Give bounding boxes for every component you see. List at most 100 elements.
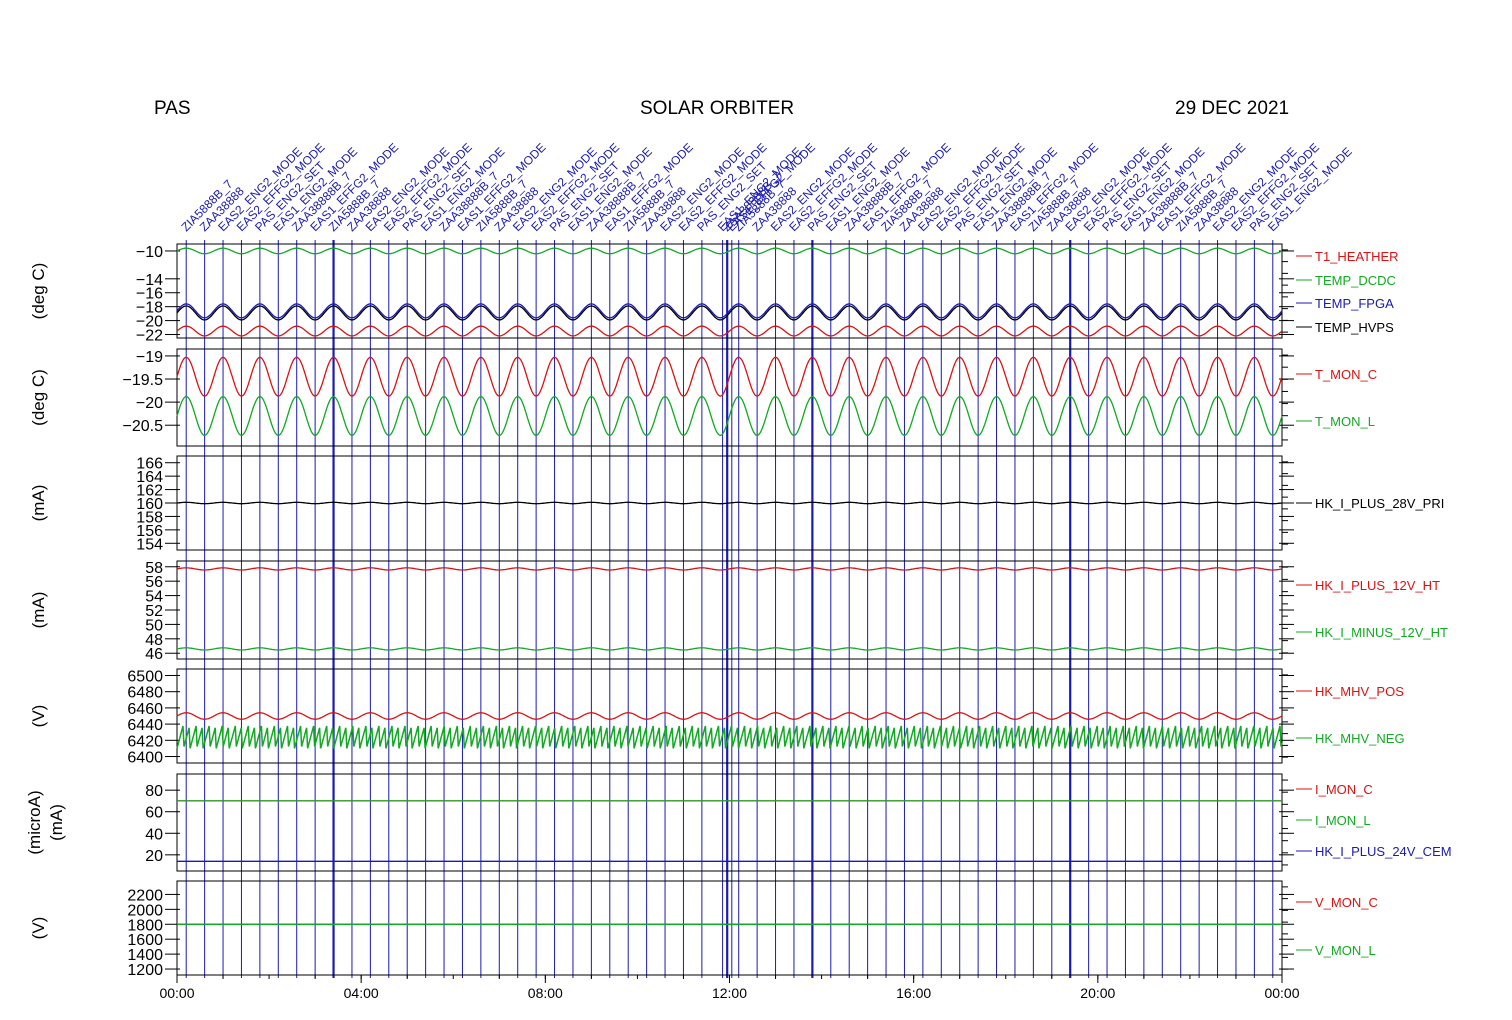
y-tick-label: 52: [145, 603, 163, 620]
y-tick-label: 164: [136, 469, 163, 486]
y-tick-label: 1600: [127, 932, 163, 949]
y-tick-label: −14: [136, 272, 163, 289]
event-markers: ZIA5888B_7ZAA38888EAS2_ENG2_MODEEAS2_EFF…: [178, 140, 1355, 978]
y-tick-label: 160: [136, 496, 163, 513]
time-axis: 00:00 04:00 08:00 12:00 16:00 20:00 00:00: [159, 975, 1300, 1001]
x-tick-label: 08:00: [528, 985, 563, 1001]
series-line: [176, 305, 1283, 321]
y-tick-label: 1800: [127, 917, 163, 934]
y-tick-label: −18: [136, 300, 163, 317]
y-tick-label: 2200: [127, 887, 163, 904]
panel-frame: [176, 880, 1283, 976]
y-tick-label: −16: [136, 286, 163, 303]
y-tick-label: 50: [145, 617, 163, 634]
y-tick-label: 1200: [127, 962, 163, 979]
spacecraft-label: SOLAR ORBITER: [640, 98, 795, 119]
legend-entry: I_MON_C: [1315, 782, 1373, 797]
series-line: [176, 395, 1283, 437]
y-tick-label: 6440: [127, 717, 163, 734]
y-tick-label: −19.5: [123, 372, 164, 389]
panel-6: 80 60 40 20 (microA) (mA) I_MON_C I_MON_L HK_I_P…: [25, 773, 1452, 872]
panel-2: −19 −19.5 −20 −20.5 (deg C) T_MON_C T_MON_L: [29, 348, 1377, 447]
y-tick-label: −20: [136, 395, 163, 412]
legend-entry: T_MON_L: [1315, 414, 1375, 429]
y-tick-label: 6500: [127, 668, 163, 685]
y-tick-label: −20: [136, 314, 163, 331]
y-tick-label: 54: [145, 589, 163, 606]
y-axis-label: (deg C): [29, 369, 48, 426]
panel-frame: [176, 243, 1283, 339]
series-line: [176, 501, 1283, 505]
y-tick-label: 154: [136, 536, 163, 553]
y-tick-label: 80: [145, 783, 163, 800]
y-tick-label: 60: [145, 805, 163, 822]
legend-entry: TEMP_DCDC: [1315, 273, 1396, 288]
y-tick-label: −19: [136, 349, 163, 366]
panel-frame: [176, 773, 1283, 872]
y-tick-label: −10: [136, 244, 163, 261]
y-tick-label: −22: [136, 328, 163, 345]
y-axis-label: (mA): [29, 592, 48, 629]
y-tick-label: 6460: [127, 701, 163, 718]
x-tick-label: 04:00: [344, 985, 379, 1001]
legend-entry: TEMP_HVPS: [1315, 320, 1394, 335]
x-tick-label: 00:00: [1264, 985, 1299, 1001]
series-line: [176, 247, 1283, 255]
legend-entry: HK_MHV_POS: [1315, 684, 1404, 699]
legend-entry: T_MON_C: [1315, 367, 1377, 382]
x-tick-label: 12:00: [712, 985, 747, 1001]
panel-1: −10 −14−16−18−20−22 (deg C) T1_HEATHER TEMP_…: [29, 243, 1399, 345]
panel-frame: [176, 560, 1283, 660]
series-line: [176, 725, 1283, 749]
y-tick-label: 158: [136, 509, 163, 526]
y-tick-label: 156: [136, 523, 163, 540]
series-line: [176, 303, 1283, 319]
y-tick-label: 162: [136, 483, 163, 500]
legend-entry: V_MON_C: [1315, 895, 1378, 910]
y-tick-label: 2000: [127, 902, 163, 919]
date-label: 29 DEC 2021: [1175, 98, 1290, 119]
x-tick-label: 20:00: [1080, 985, 1115, 1001]
legend-entry: V_MON_L: [1315, 943, 1376, 958]
x-tick-label: 16:00: [896, 985, 931, 1001]
y-tick-label: 56: [145, 574, 163, 591]
legend-entry: HK_MHV_NEG: [1315, 731, 1405, 746]
legend-entry: T1_HEATHER: [1315, 249, 1399, 264]
y-tick-label: 1400: [127, 947, 163, 964]
y-tick-label: 166: [136, 456, 163, 473]
series-line: [176, 356, 1283, 397]
y-tick-label: 40: [145, 826, 163, 843]
instrument-label: PAS: [154, 98, 191, 119]
y-tick-label: 6400: [127, 750, 163, 767]
y-axis-label: (V): [29, 917, 48, 940]
y-tick-label: −20.5: [123, 418, 164, 435]
y-tick-label: 46: [145, 646, 163, 663]
y-tick-label: 6420: [127, 733, 163, 750]
y-axis-label: (V): [29, 705, 48, 728]
legend-entry: I_MON_L: [1315, 813, 1371, 828]
y-axis-label: (mA): [29, 485, 48, 522]
y-tick-label: 58: [145, 560, 163, 577]
y-tick-label: 48: [145, 632, 163, 649]
x-tick-label: 00:00: [159, 985, 194, 1001]
legend-entry: HK_I_PLUS_12V_HT: [1315, 578, 1440, 593]
panel-frame: [176, 348, 1283, 447]
series-line: [176, 712, 1283, 720]
legend-entry: HK_I_PLUS_28V_PRI: [1315, 496, 1444, 511]
y-axis-label: (microA): [25, 790, 44, 854]
y-tick-label: 20: [145, 848, 163, 865]
legend-entry: TEMP_FPGA: [1315, 296, 1394, 311]
y-axis-label: (deg C): [29, 263, 48, 320]
series-line: [176, 325, 1283, 337]
y-axis-label-2: (mA): [47, 804, 66, 841]
legend-entry: HK_I_PLUS_24V_CEM: [1315, 844, 1452, 859]
legend-entry: HK_I_MINUS_12V_HT: [1315, 625, 1448, 640]
y-tick-label: 6480: [127, 685, 163, 702]
panels: −10−14−16−18−20−22(deg C)T1_HEATHERTEMP_…: [25, 243, 1452, 979]
series-line: [176, 567, 1283, 571]
